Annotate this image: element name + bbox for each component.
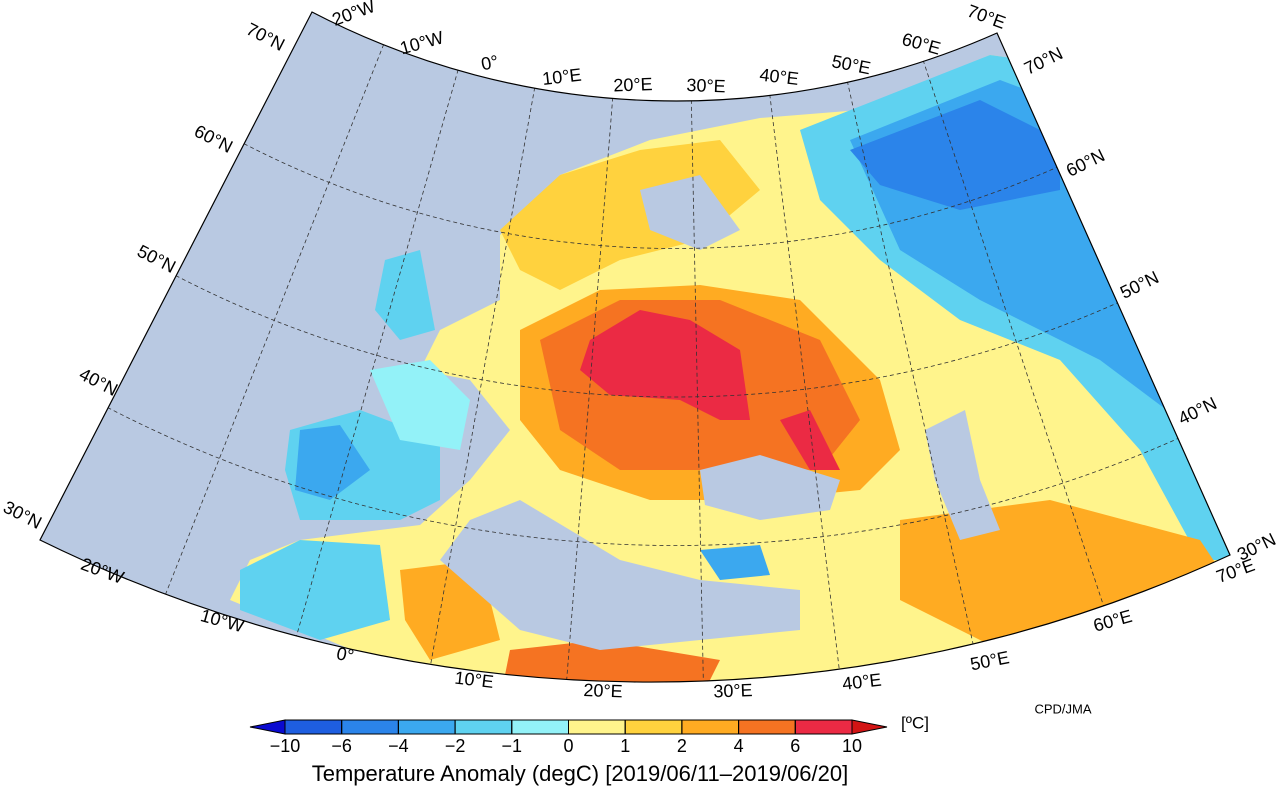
colorbar-segment [284, 719, 343, 735]
colorbar-tick-label: −6 [331, 736, 352, 756]
graticule-label: 10°E [453, 668, 494, 692]
title: Temperature Anomaly (degC) [2019/06/11–2… [312, 761, 849, 786]
graticule-label: 60°E [900, 29, 943, 59]
graticule-label: 50°E [830, 51, 872, 78]
meridian [294, 69, 459, 641]
caspian-sea [925, 410, 1000, 540]
graticule-label: 60°N [1063, 145, 1108, 181]
colorbar-tick-label: −1 [502, 736, 523, 756]
colorbar-segment [624, 719, 683, 735]
credit: CPD/JMA [1034, 701, 1091, 716]
anomaly-cool [370, 360, 470, 450]
graticule-label: 60°N [191, 121, 236, 157]
black-sea [700, 455, 840, 520]
colorbar-tick-label: 4 [734, 736, 744, 756]
graticule-label: 30°E [686, 75, 726, 97]
colorbar-unit: [ºC] [901, 713, 929, 732]
anomaly-hot [500, 640, 720, 683]
graticule-label: 60°E [1091, 606, 1134, 636]
graticule-label: 50°N [1117, 267, 1162, 303]
mediterranean-sea [440, 500, 800, 650]
meridian [428, 87, 536, 673]
colorbar-segment [681, 719, 740, 735]
anomaly-very-hot [580, 310, 750, 420]
meridian [922, 59, 1110, 625]
colorbar-tick-label: 2 [677, 736, 687, 756]
colorbar: −10 −6 −4 −2 −1 0 1 2 4 6 10 [249, 719, 888, 756]
meridian [164, 44, 385, 597]
map-frame [39, 11, 1231, 683]
graticule-label: 50°E [969, 647, 1011, 674]
baltic-sea [640, 175, 740, 250]
colorbar-over [851, 719, 888, 735]
colorbar-tick-label: 10 [842, 736, 862, 756]
anomaly-cool [375, 250, 435, 340]
anomaly-cold [295, 425, 370, 500]
graticule-label: 70°N [243, 19, 288, 55]
graticule-label: 40°N [1175, 393, 1220, 429]
graticule-label: 30°N [0, 497, 45, 533]
parallel [243, 143, 1057, 249]
colorbar-segment [397, 719, 456, 735]
colorbar-segment [454, 719, 513, 735]
colorbar-tick-label: 6 [790, 736, 800, 756]
parallel [175, 275, 1118, 398]
colorbar-segment [341, 719, 399, 735]
graticule-label: 40°N [76, 364, 121, 400]
graticule [107, 44, 1178, 683]
parallel [107, 407, 1178, 546]
colorbar-tick-label: −4 [388, 736, 409, 756]
colorbar-tick-label: 1 [620, 736, 630, 756]
anomaly-cool [240, 540, 390, 640]
anomaly-very-hot [780, 410, 840, 470]
colorbar-tick-label: −2 [445, 736, 466, 756]
graticule-label: 20°E [583, 680, 623, 702]
graticule-label: 70°E [965, 1, 1009, 33]
graticule-label: 0° [479, 51, 500, 74]
graticule-label: 40°E [758, 65, 799, 89]
colorbar-tick-label: −10 [270, 736, 301, 756]
anomaly-cool [700, 545, 770, 580]
colorbar-under [249, 719, 286, 735]
graticule-label: 20°E [613, 74, 653, 96]
meridian [565, 97, 614, 683]
graticule-label: 40°E [841, 670, 882, 694]
meridian [690, 99, 705, 683]
graticule-label: 10°W [398, 27, 446, 58]
colorbar-tick-label: 0 [563, 736, 573, 756]
graticule-label: 20°W [329, 0, 377, 30]
colorbar-segment [794, 719, 853, 735]
graticule-label: 50°N [134, 241, 179, 277]
meridian [769, 94, 842, 683]
graticule-label: 30°E [713, 680, 753, 702]
graticule-label: 70°N [1021, 43, 1066, 79]
colorbar-segment [568, 719, 626, 735]
meridian [846, 80, 978, 661]
graticule-label: 30°N [1234, 529, 1279, 565]
graticule-label: 10°E [541, 65, 582, 89]
graticule-label: 0° [335, 643, 356, 666]
colorbar-segment [511, 719, 569, 735]
colorbar-segment [738, 719, 796, 735]
anomaly-cold [850, 100, 1060, 210]
